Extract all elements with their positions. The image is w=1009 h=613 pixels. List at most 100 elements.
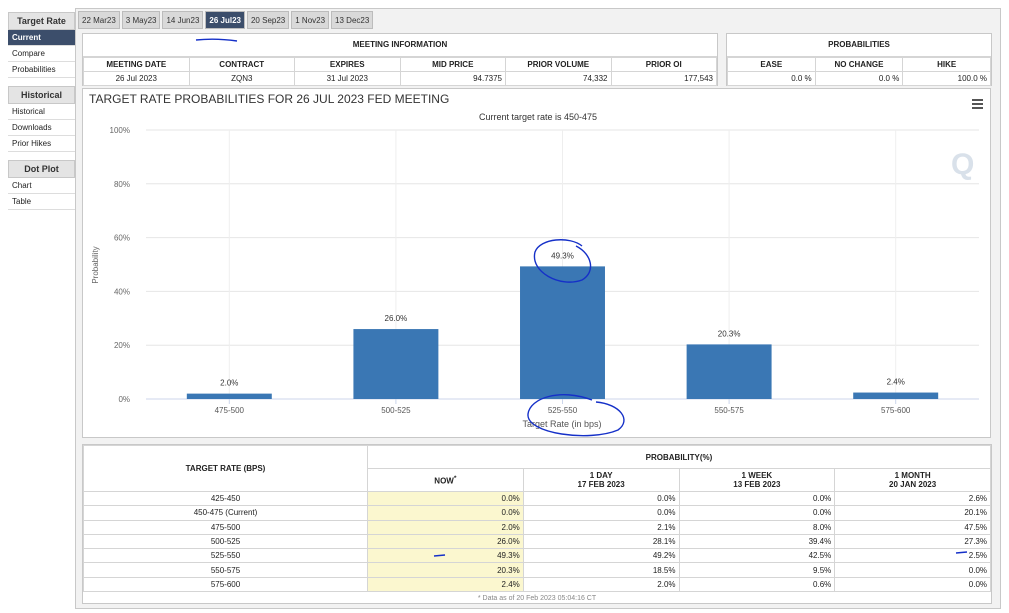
cell: 0.0% <box>522 505 680 521</box>
cell: 100.0 % <box>902 71 991 86</box>
sidebar: Target Rate Current Compare Probabilities Hi… <box>8 10 75 210</box>
cell: 2.0% <box>367 519 524 535</box>
cell: 425-450 <box>83 490 368 507</box>
data-label: 49.3% <box>551 251 574 260</box>
menu-bar[interactable] <box>972 107 983 109</box>
tab[interactable]: 13 Dec23 <box>331 11 374 29</box>
bar <box>853 392 939 399</box>
cell: 0.0% <box>678 505 836 521</box>
cell: ZQN3 <box>188 71 295 86</box>
menu-bar[interactable] <box>972 99 983 101</box>
chart-panel: TARGET RATE PROBABILITIES FOR 26 JUL 202… <box>82 88 991 438</box>
probabilities: PROBABILITIES EASE NO CHANGE HIKE 0.0 % 0.0 … <box>726 33 992 86</box>
table-row: 425-450 0.0% 0.0% 0.0% 2.6% <box>83 490 991 507</box>
column-header: HIKE <box>902 57 991 72</box>
footnote: * Data as of 20 Feb 2023 05:04:16 CT <box>477 595 597 603</box>
group-header: PROBABILITY(%) <box>367 445 991 469</box>
y-tick-label: 100% <box>110 126 130 135</box>
column-header: 1 DAY 17 FEB 2023 <box>522 468 680 492</box>
sidebar-item[interactable]: Historical <box>8 104 75 120</box>
table-row: 575-600 2.4% 2.0% 0.6% 0.0% <box>83 576 991 593</box>
meeting-info: MEETING INFORMATION MEETING DATE CONTRACT… <box>82 33 718 86</box>
table-row: 500-525 26.0% 28.1% 39.4% 27.3% <box>83 533 991 550</box>
tab[interactable]: 3 May23 <box>121 11 161 29</box>
column-header: MID PRICE <box>399 57 506 72</box>
cell: 0.0% <box>834 576 991 593</box>
data-label: 20.3% <box>718 329 741 338</box>
sidebar-heading: Historical <box>8 86 75 104</box>
meeting-info-title: MEETING INFORMATION <box>83 34 717 57</box>
sidebar-item[interactable]: Prior Hikes <box>8 136 75 152</box>
cell: 2.1% <box>522 519 680 535</box>
cell: 450-475 (Current) <box>83 505 368 521</box>
cell: 500-525 <box>83 533 368 550</box>
table-row: 450-475 (Current) 0.0% 0.0% 0.0% 20.1% <box>83 505 991 521</box>
sidebar-item[interactable]: Downloads <box>8 120 75 136</box>
header-row: MEETING DATE CONTRACT EXPIRES MID PRICE PRIO… <box>83 57 717 72</box>
chart-subtitle: Current target rate is 450-475 <box>479 112 597 122</box>
cell: 9.5% <box>678 562 836 578</box>
tab[interactable]: 1 Nov23 <box>291 11 330 29</box>
cell: 27.3% <box>834 533 991 550</box>
header-row: TARGET RATE (BPS) PROBABILITY(%) <box>83 445 991 492</box>
cell: 0.0% <box>678 490 836 507</box>
sidebar-item[interactable]: Chart <box>8 178 75 194</box>
tab[interactable]: 14 Jun23 <box>162 11 204 29</box>
tab[interactable]: 20 Sep23 <box>246 11 290 29</box>
column-header: MEETING DATE <box>83 57 190 72</box>
cell: 177,543 <box>610 71 717 86</box>
chart: TARGET RATE PROBABILITIES FOR 26 JUL 202… <box>89 92 983 429</box>
cell: 2.6% <box>834 490 991 507</box>
column-header: CONTRACT <box>188 57 295 72</box>
cell: 2.0% <box>522 576 680 593</box>
data-label: 2.4% <box>887 378 905 387</box>
probability-table-panel: TARGET RATE (BPS) PROBABILITY(%) NOW* 1 DAY… <box>82 444 992 604</box>
column-header: 1 MONTH 20 JAN 2023 <box>834 468 991 492</box>
cell: 28.1% <box>522 533 680 550</box>
sidebar-item[interactable]: Probabilities <box>8 62 75 78</box>
cell: 49.3% <box>367 548 524 564</box>
sidebar-heading: Dot Plot <box>8 160 75 178</box>
cell: 0.0 % <box>727 71 816 86</box>
data-label: 26.0% <box>385 314 408 323</box>
value-row: 0.0 % 0.0 % 100.0 % <box>727 71 991 86</box>
table-row: 550-575 20.3% 18.5% 9.5% 0.0% <box>83 562 991 578</box>
menu-icon[interactable] <box>972 99 983 109</box>
x-tick-label: 575-600 <box>881 406 911 415</box>
y-axis-title: Probability <box>91 246 100 283</box>
cell: 39.4% <box>678 533 836 550</box>
cell: 525-550 <box>83 548 368 564</box>
cell: 2.4% <box>367 576 524 593</box>
rate-header: TARGET RATE (BPS) <box>83 445 368 492</box>
column-header: PRIOR OI <box>610 57 717 72</box>
column-name: 1 DAY <box>589 471 613 480</box>
column-name: 1 WEEK <box>741 471 773 480</box>
cell: 20.1% <box>834 505 991 521</box>
probabilities-title: PROBABILITIES <box>727 34 991 57</box>
header-row: NOW* 1 DAY 17 FEB 2023 1 WEEK 13 FEB 2023 1 M… <box>84 468 991 492</box>
cell: 47.5% <box>834 519 991 535</box>
bar <box>686 344 772 399</box>
column-header: 1 WEEK 13 FEB 2023 <box>678 468 836 492</box>
column-header: NO CHANGE <box>814 57 904 72</box>
cell: 0.0 % <box>814 71 904 86</box>
meeting-info-table: MEETING DATE CONTRACT EXPIRES MID PRICE PRIO… <box>83 57 717 86</box>
cell: 0.0% <box>834 562 991 578</box>
tab[interactable]: 22 Mar23 <box>78 11 120 29</box>
cell: 31 Jul 2023 <box>294 71 401 86</box>
tab[interactable]: 26 Jul23 <box>205 11 245 29</box>
cell: 94.7375 <box>399 71 506 86</box>
y-tick-label: 0% <box>118 395 130 404</box>
y-tick-label: 40% <box>114 287 130 296</box>
cell: 0.0% <box>367 490 524 507</box>
cell: 74,332 <box>505 71 612 86</box>
menu-bar[interactable] <box>972 103 983 105</box>
probabilities-table: EASE NO CHANGE HIKE 0.0 % 0.0 % 100.0 % <box>727 57 991 86</box>
x-axis-title: Target Rate (in bps) <box>522 419 601 429</box>
sidebar-item[interactable]: Compare <box>8 46 75 62</box>
x-tick-label: 475-500 <box>215 406 245 415</box>
sidebar-item[interactable]: Table <box>8 194 75 210</box>
bar <box>353 329 439 399</box>
cell: 0.0% <box>522 490 680 507</box>
sidebar-item[interactable]: Current <box>8 30 75 46</box>
